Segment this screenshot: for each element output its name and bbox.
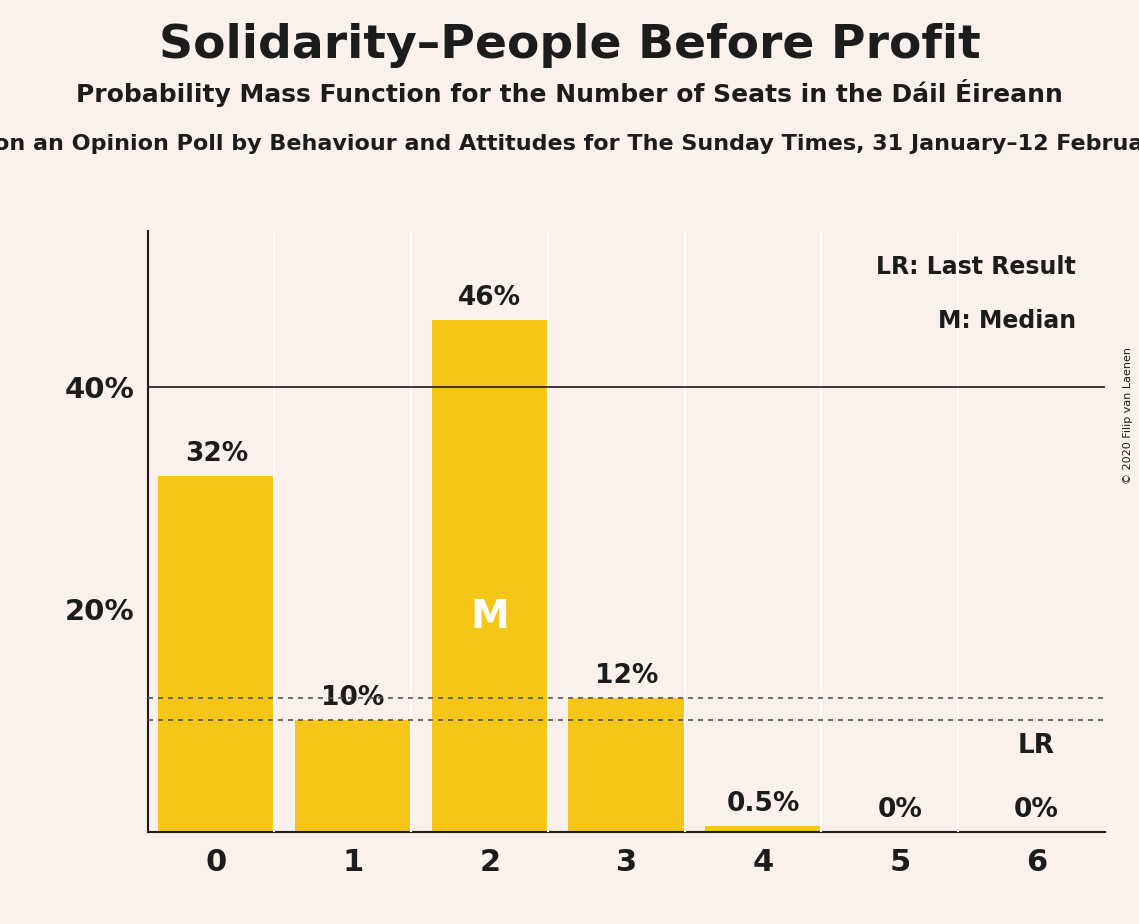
Bar [295,721,411,832]
Text: 10%: 10% [321,686,385,711]
Text: 12%: 12% [595,663,658,689]
Text: 0.5%: 0.5% [727,791,800,817]
Text: 46%: 46% [458,286,522,311]
Text: M: Median: M: Median [939,309,1076,333]
Text: 0%: 0% [877,796,923,822]
Text: Probability Mass Function for the Number of Seats in the Dáil Éireann: Probability Mass Function for the Number… [76,79,1063,106]
Text: M: M [470,598,509,636]
Bar [568,699,685,832]
Text: Solidarity–People Before Profit: Solidarity–People Before Profit [158,23,981,68]
Text: 32%: 32% [185,441,248,467]
Text: 0%: 0% [1014,796,1059,822]
Text: © 2020 Filip van Laenen: © 2020 Filip van Laenen [1123,347,1133,484]
Bar [705,826,821,832]
Bar [432,320,548,832]
Text: LR: LR [1018,734,1055,760]
Text: LR: Last Result: LR: Last Result [876,255,1076,279]
Bar [158,476,274,832]
Text: on an Opinion Poll by Behaviour and Attitudes for The Sunday Times, 31 January–1: on an Opinion Poll by Behaviour and Atti… [0,134,1139,154]
